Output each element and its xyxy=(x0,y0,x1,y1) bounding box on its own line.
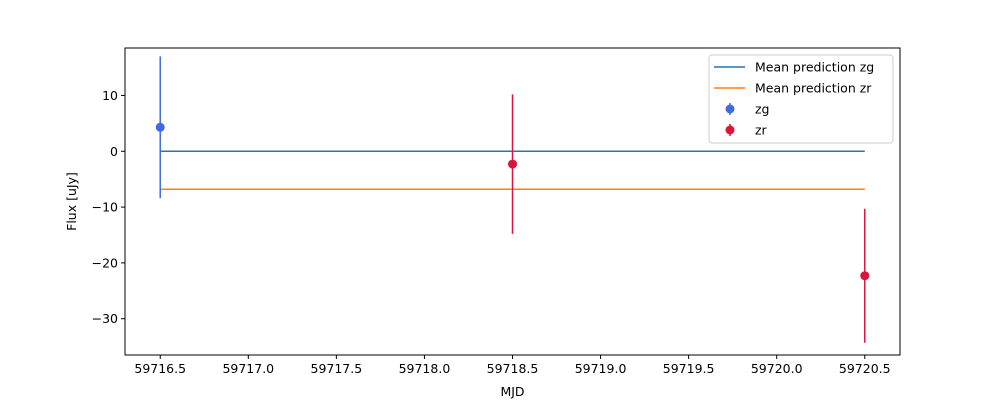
legend-label: zr xyxy=(755,123,768,138)
x-tick-label: 59717.5 xyxy=(311,361,363,376)
legend-swatch-marker xyxy=(725,125,735,135)
x-tick-label: 59720.0 xyxy=(751,361,803,376)
plot-marks xyxy=(155,56,870,343)
y-tick-label: −20 xyxy=(92,255,118,270)
legend-label: zg xyxy=(755,102,770,117)
y-tick-label: 10 xyxy=(102,88,118,103)
legend-label: Mean prediction zr xyxy=(755,81,872,96)
x-tick-label: 59718.0 xyxy=(399,361,451,376)
legend-box xyxy=(708,54,894,144)
data-point-zr-1 xyxy=(508,159,517,169)
y-axis-label: Flux [uJy] xyxy=(64,172,79,231)
x-tick-label: 59717.0 xyxy=(222,361,274,376)
y-tick-label: −10 xyxy=(92,200,118,215)
x-tick-label: 59720.5 xyxy=(839,361,891,376)
legend-swatch-marker xyxy=(725,104,735,114)
legend-label: Mean prediction zg xyxy=(755,60,874,75)
x-tick-label: 59719.0 xyxy=(575,361,627,376)
x-axis-label: MJD xyxy=(500,384,524,399)
data-point-zr-2 xyxy=(860,271,870,281)
axis-ticks: 59716.5 59717.0 59717.5 59718.0 59718.5 59719… xyxy=(92,88,891,376)
x-tick-label: 59716.5 xyxy=(134,361,186,376)
y-tick-label: −30 xyxy=(92,311,118,326)
x-tick-label: 59718.5 xyxy=(487,361,539,376)
legend: Mean prediction zg Mean prediction zr zg zr xyxy=(708,54,894,144)
y-tick-label: 0 xyxy=(110,144,118,159)
x-tick-label: 59719.5 xyxy=(663,361,715,376)
data-point-zg-1 xyxy=(155,122,165,132)
